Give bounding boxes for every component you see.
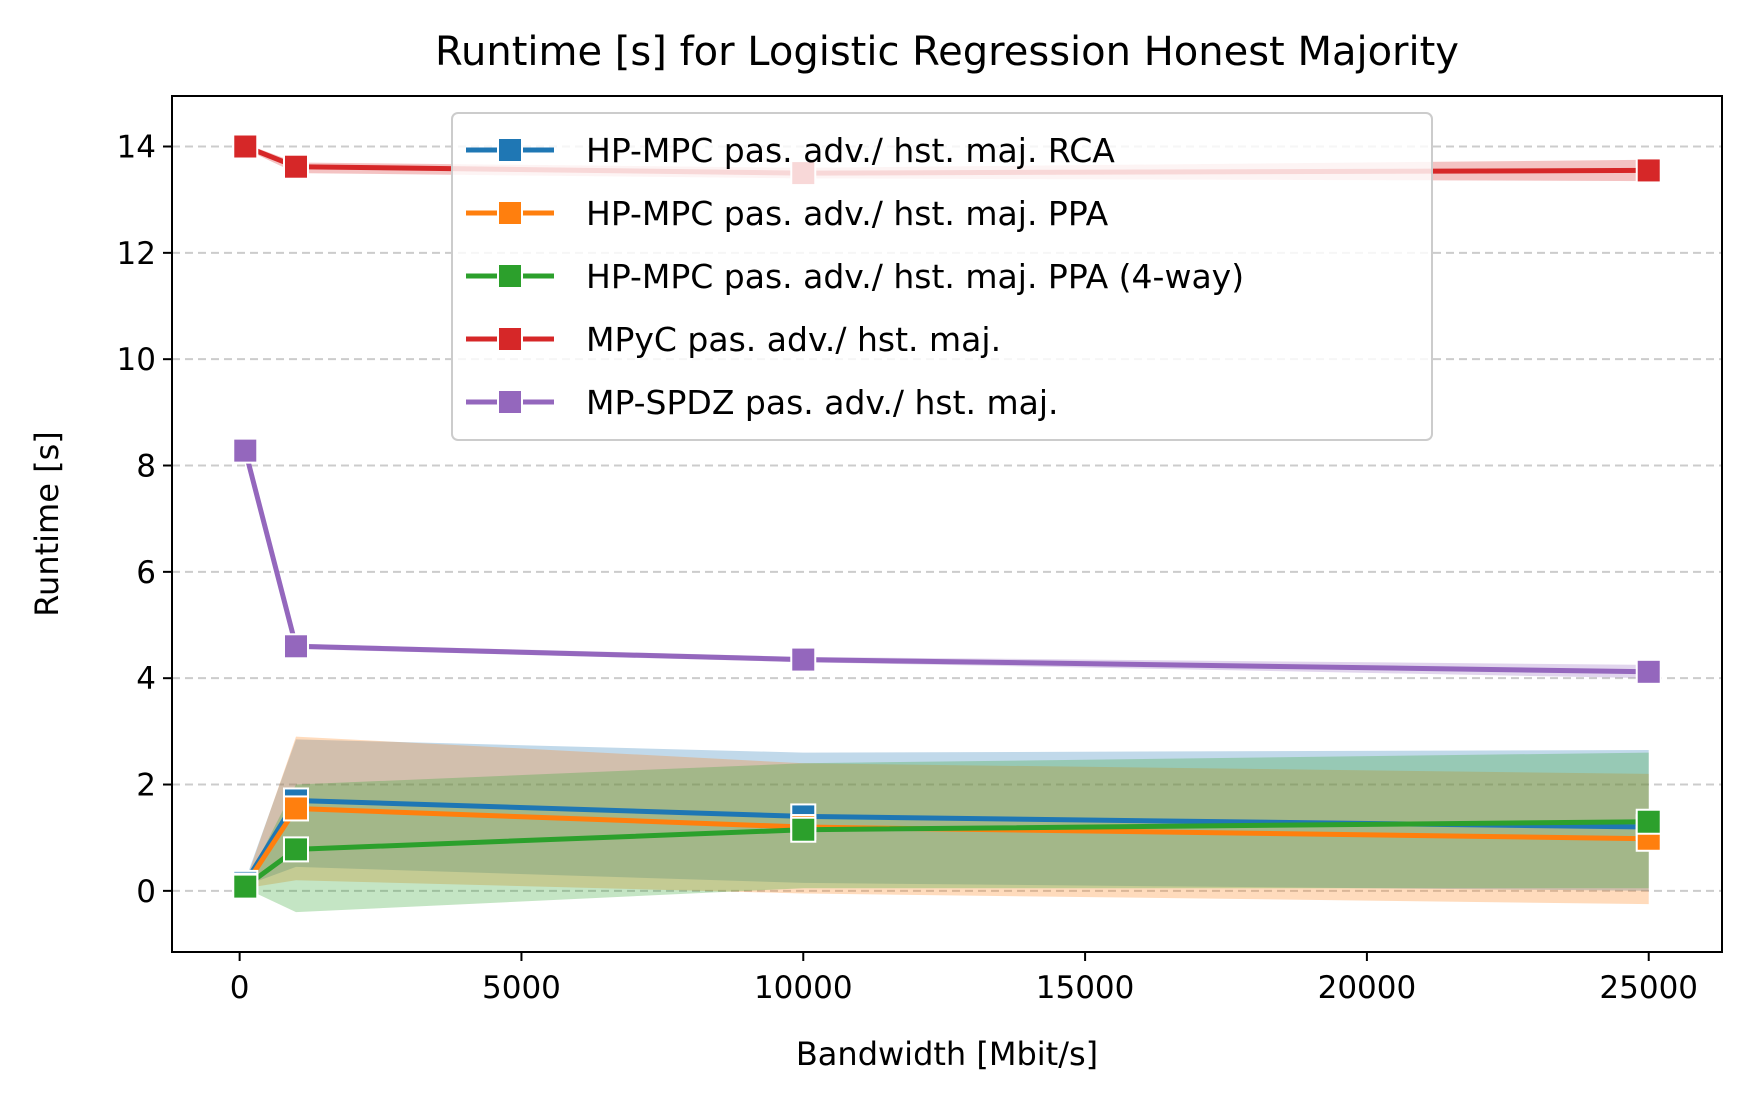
legend-marker-4: [497, 389, 523, 415]
x-tick-label-5: 25000: [1599, 970, 1698, 1006]
y-tick-label-4: 8: [136, 449, 156, 485]
marker-series-2-point-2: [790, 816, 817, 843]
line-series-4: [242, 450, 1649, 675]
x-tick-label-2: 10000: [754, 970, 853, 1006]
marker-series-4-point-0: [232, 437, 259, 464]
marker-series-3-point-3: [1635, 157, 1662, 184]
y-tick-label-6: 12: [117, 236, 156, 272]
legend-label-0: HP-MPC pas. adv./ hst. maj. RCA: [586, 131, 1115, 170]
marker-series-1-point-1: [283, 795, 309, 822]
x-tick-label-4: 20000: [1318, 970, 1417, 1006]
legend-label-3: MPyC pas. adv./ hst. maj.: [586, 320, 1001, 359]
legend-marker-1: [497, 200, 523, 226]
legend-label-1: HP-MPC pas. adv./ hst. maj. PPA: [586, 194, 1109, 233]
plot-frame: [171, 95, 1723, 953]
y-tick-label-3: 6: [136, 555, 156, 591]
marker-series-2-point-3: [1635, 808, 1662, 835]
y-tick-label-7: 14: [117, 130, 156, 166]
legend-label-4: MP-SPDZ pas. adv./ hst. maj.: [586, 383, 1059, 422]
legend-label-2: HP-MPC pas. adv./ hst. maj. PPA (4-way): [586, 257, 1244, 296]
marker-series-2-point-0: [232, 873, 259, 900]
band-series-0: [245, 739, 1649, 891]
x-tick-label-1: 5000: [482, 970, 561, 1006]
chart-title: Runtime [s] for Logistic Regression Hone…: [435, 29, 1459, 75]
y-tick-label-0: 0: [136, 874, 156, 910]
x-tick-label-0: 0: [230, 970, 250, 1006]
marker-series-4-point-2: [790, 646, 817, 673]
y-tick-label-5: 10: [117, 342, 156, 378]
legend: HP-MPC pas. adv./ hst. maj. RCA HP-MPC pa…: [451, 112, 1433, 441]
axis-ticks: 0 2 4 6 8 10 12 14 0 5000 10000 15000 20000 25000: [117, 130, 1698, 1006]
legend-marker-3: [497, 326, 523, 352]
legend-marker-0: [497, 137, 523, 163]
marker-series-3-point-1: [283, 153, 309, 180]
band-series-2: [245, 752, 1649, 913]
marker-series-4-point-1: [283, 633, 309, 660]
marker-series-2-point-1: [283, 836, 309, 863]
line-series-2: [243, 819, 1649, 889]
line-series-1: [243, 805, 1649, 887]
legend-box: [451, 112, 1433, 441]
line-series-0: [243, 797, 1649, 885]
y-axis-label: Runtime [s]: [28, 431, 66, 616]
x-axis-label: Bandwidth [Mbit/s]: [796, 1035, 1098, 1073]
series-markers: [232, 133, 1662, 900]
legend-marker-2: [497, 263, 523, 289]
marker-series-3-point-0: [232, 133, 259, 160]
y-tick-label-1: 2: [136, 768, 156, 804]
x-tick-label-3: 15000: [1036, 970, 1135, 1006]
marker-series-4-point-3: [1635, 658, 1662, 685]
y-tick-label-2: 4: [136, 661, 156, 697]
